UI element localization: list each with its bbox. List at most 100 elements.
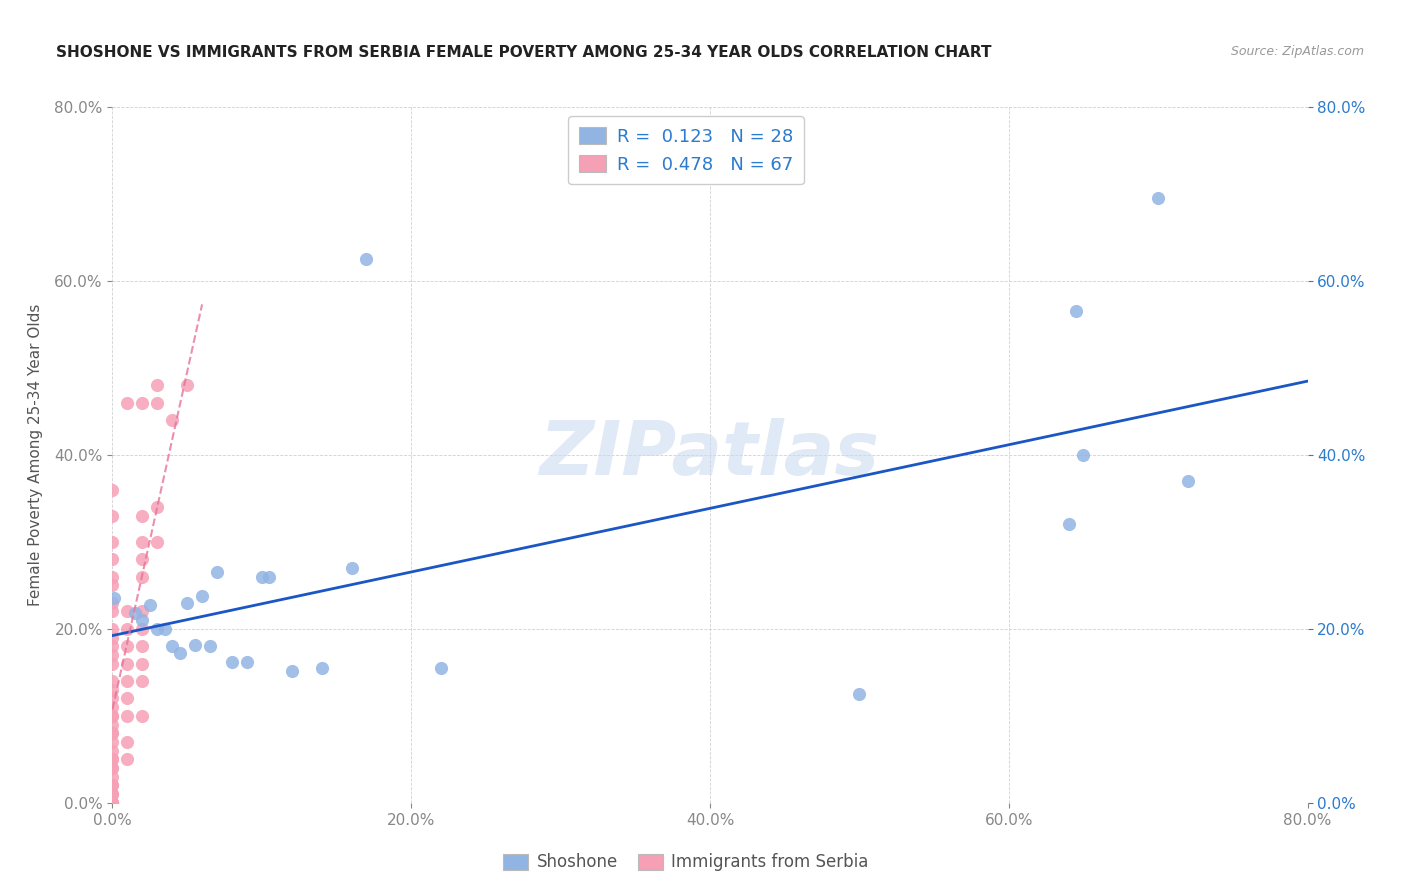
- Point: [101, 570, 124, 584]
- Point: [101, 708, 124, 723]
- Legend: Shoshone, Immigrants from Serbia: Shoshone, Immigrants from Serbia: [496, 847, 876, 878]
- Point: [101, 778, 124, 793]
- Text: Source: ZipAtlas.com: Source: ZipAtlas.com: [1230, 45, 1364, 58]
- Point: [131, 708, 153, 723]
- Point: [101, 770, 124, 784]
- Point: [162, 639, 183, 653]
- Point: [281, 664, 304, 678]
- Point: [356, 252, 378, 267]
- Point: [340, 561, 363, 575]
- Point: [1147, 191, 1170, 205]
- Point: [146, 378, 169, 392]
- Point: [101, 596, 124, 610]
- Point: [1177, 474, 1199, 488]
- Text: ZIPatlas: ZIPatlas: [540, 418, 880, 491]
- Point: [117, 674, 139, 689]
- Point: [101, 796, 124, 810]
- Point: [131, 570, 153, 584]
- Point: [101, 508, 124, 523]
- Point: [183, 638, 205, 652]
- Point: [101, 778, 124, 793]
- Point: [117, 639, 139, 653]
- Point: [1064, 304, 1087, 318]
- Point: [117, 622, 139, 636]
- Point: [131, 639, 153, 653]
- Point: [236, 655, 259, 669]
- Point: [131, 395, 153, 409]
- Point: [848, 687, 870, 701]
- Point: [101, 787, 124, 801]
- Point: [117, 752, 139, 766]
- Point: [101, 657, 124, 671]
- Point: [117, 657, 139, 671]
- Point: [103, 591, 125, 606]
- Point: [101, 761, 124, 775]
- Point: [101, 717, 124, 731]
- Point: [139, 598, 162, 612]
- Point: [101, 708, 124, 723]
- Point: [101, 796, 124, 810]
- Point: [205, 566, 228, 580]
- Point: [117, 691, 139, 706]
- Point: [101, 752, 124, 766]
- Point: [259, 570, 281, 584]
- Point: [101, 796, 124, 810]
- Point: [430, 661, 453, 675]
- Point: [117, 605, 139, 619]
- Point: [101, 787, 124, 801]
- Point: [101, 631, 124, 645]
- Point: [198, 639, 221, 653]
- Point: [101, 639, 124, 653]
- Point: [131, 613, 153, 627]
- Point: [101, 483, 124, 497]
- Point: [101, 682, 124, 697]
- Point: [1073, 448, 1095, 462]
- Point: [131, 622, 153, 636]
- Point: [131, 605, 153, 619]
- Point: [1057, 517, 1080, 532]
- Point: [101, 744, 124, 758]
- Point: [101, 796, 124, 810]
- Point: [101, 726, 124, 740]
- Point: [191, 589, 214, 603]
- Point: [101, 796, 124, 810]
- Point: [146, 534, 169, 549]
- Point: [162, 413, 183, 427]
- Point: [101, 752, 124, 766]
- Point: [101, 761, 124, 775]
- Point: [101, 726, 124, 740]
- Point: [146, 500, 169, 514]
- Point: [131, 657, 153, 671]
- Point: [101, 796, 124, 810]
- Point: [101, 552, 124, 566]
- Point: [101, 605, 124, 619]
- Y-axis label: Female Poverty Among 25-34 Year Olds: Female Poverty Among 25-34 Year Olds: [28, 304, 44, 606]
- Point: [176, 596, 198, 610]
- Point: [101, 578, 124, 592]
- Point: [117, 395, 139, 409]
- Point: [131, 534, 153, 549]
- Point: [101, 691, 124, 706]
- Point: [153, 622, 176, 636]
- Point: [146, 622, 169, 636]
- Point: [311, 661, 333, 675]
- Point: [101, 700, 124, 714]
- Point: [101, 796, 124, 810]
- Point: [169, 646, 191, 660]
- Point: [101, 622, 124, 636]
- Point: [131, 552, 153, 566]
- Point: [117, 735, 139, 749]
- Text: SHOSHONE VS IMMIGRANTS FROM SERBIA FEMALE POVERTY AMONG 25-34 YEAR OLDS CORRELAT: SHOSHONE VS IMMIGRANTS FROM SERBIA FEMAL…: [56, 45, 991, 60]
- Point: [221, 655, 243, 669]
- Point: [250, 570, 273, 584]
- Point: [176, 378, 198, 392]
- Point: [101, 534, 124, 549]
- Point: [101, 735, 124, 749]
- Point: [124, 606, 146, 620]
- Point: [101, 674, 124, 689]
- Point: [117, 708, 139, 723]
- Point: [131, 508, 153, 523]
- Point: [101, 648, 124, 662]
- Point: [146, 395, 169, 409]
- Point: [131, 674, 153, 689]
